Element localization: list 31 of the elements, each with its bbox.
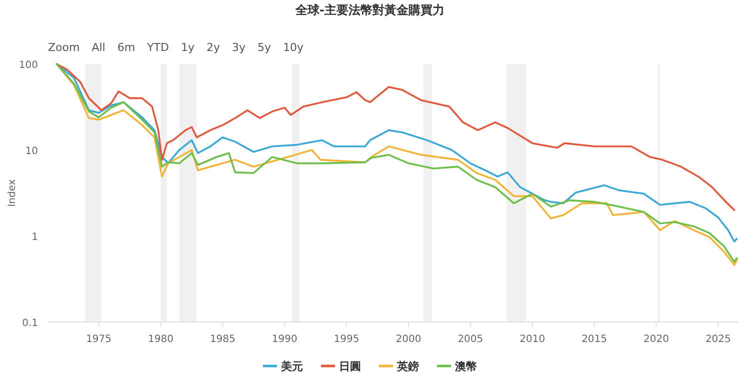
chart-title: 全球-主要法幣對黃金購買力	[294, 3, 444, 17]
x-tick-label: 2010	[520, 334, 546, 345]
x-tick-label: 1975	[86, 334, 112, 345]
x-tick-label: 2020	[644, 334, 669, 345]
y-axis-title: Index	[7, 179, 18, 207]
x-tick-label: 1980	[148, 334, 174, 345]
legend-label: 日圓	[339, 360, 361, 373]
line-series	[56, 63, 736, 211]
y-tick-label: 0.1	[22, 318, 38, 329]
legend-label: 澳幣	[454, 360, 477, 373]
legend-label: 美元	[280, 360, 303, 373]
text: 1y	[181, 41, 195, 54]
text: YTD	[146, 41, 169, 54]
x-tick-label: 1995	[334, 334, 360, 345]
text: Zoom	[48, 41, 80, 54]
text: 6m	[117, 41, 136, 54]
text: 2y	[206, 41, 221, 54]
x-tick-label: 2005	[458, 334, 484, 345]
x-tick-label: 1990	[272, 334, 298, 345]
text: 3y	[232, 41, 246, 54]
legend-label: 英鎊	[396, 360, 419, 373]
x-tick-label: 2015	[582, 334, 608, 345]
text: 10y	[283, 41, 304, 54]
y-tick-label: 1	[32, 232, 38, 243]
text: 5y	[258, 41, 272, 54]
text: All	[92, 41, 106, 54]
x-tick-label: 2025	[705, 334, 731, 345]
x-tick-label: 1985	[210, 334, 236, 345]
y-tick-label: 10	[25, 146, 38, 157]
x-tick-label: 2000	[396, 334, 422, 345]
y-tick-label: 100	[18, 60, 38, 71]
